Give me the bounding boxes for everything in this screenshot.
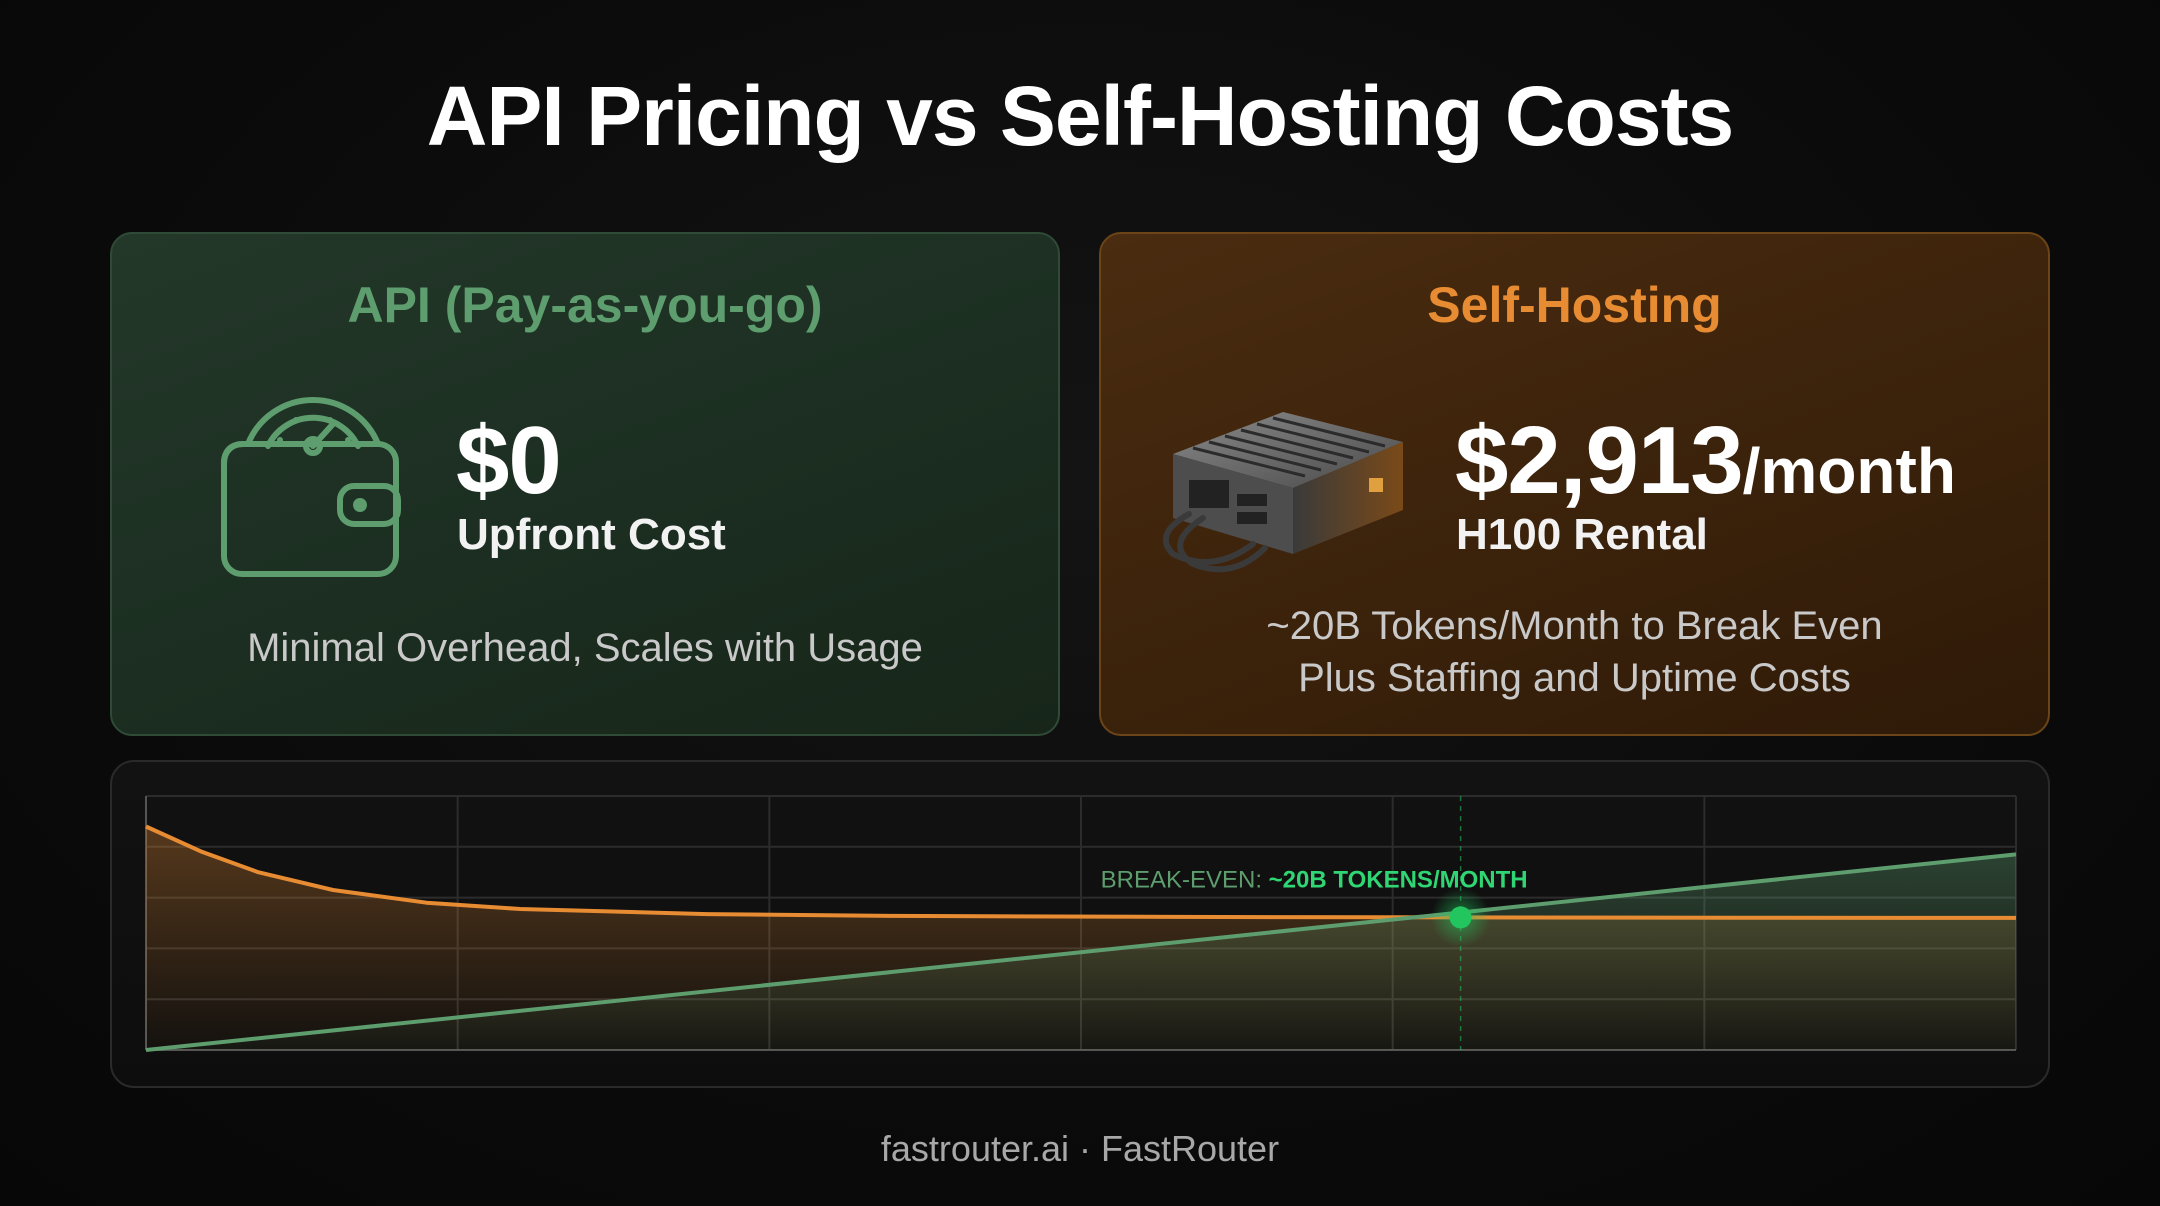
self-card-heading: Self-Hosting <box>1427 277 1722 333</box>
api-price: $0 <box>456 407 562 514</box>
footer-credit: fastrouter.ai · FastRouter <box>880 1128 1280 1169</box>
self-hosting-card: Self-Hosting $2,913/month H100 Rent <box>1099 232 2050 736</box>
api-cost-line <box>145 852 2017 1052</box>
self-price: $2,913/month <box>1455 406 1956 516</box>
wallet-gauge-icon <box>221 396 401 577</box>
self-note-line-1: ~20B Tokens/Month to Break Even <box>1266 604 1883 648</box>
gpu-server-icon <box>1162 412 1403 573</box>
break-even-chart: BREAK-EVEN: ~20B TOKENS/MONTH <box>145 795 2017 1052</box>
break-even-point <box>1449 906 1472 929</box>
break-even-label-value: ~20B TOKENS/MONTH <box>1269 866 1528 893</box>
self-price-unit: /month <box>1742 435 1956 507</box>
self-hosting-cost-line <box>145 824 2017 920</box>
self-price-value: $2,913 <box>1455 407 1744 514</box>
self-price-label: H100 Rental <box>1456 510 1708 559</box>
api-card-heading: API (Pay-as-you-go) <box>347 277 823 333</box>
self-note-line-2: Plus Staffing and Uptime Costs <box>1298 656 1851 700</box>
break-even-label-prefix: BREAK-EVEN: <box>1101 866 1269 893</box>
break-even-label: BREAK-EVEN: ~20B TOKENS/MONTH <box>1101 866 1528 893</box>
api-card: API (Pay-as-you-go) $0 Upfront Cost Mini… <box>110 232 1060 736</box>
break-even-chart-panel: BREAK-EVEN: ~20B TOKENS/MONTH <box>110 760 2050 1088</box>
api-price-label: Upfront Cost <box>457 510 726 559</box>
page-title: API Pricing vs Self-Hosting Costs <box>426 69 1735 163</box>
api-note: Minimal Overhead, Scales with Usage <box>247 626 923 670</box>
